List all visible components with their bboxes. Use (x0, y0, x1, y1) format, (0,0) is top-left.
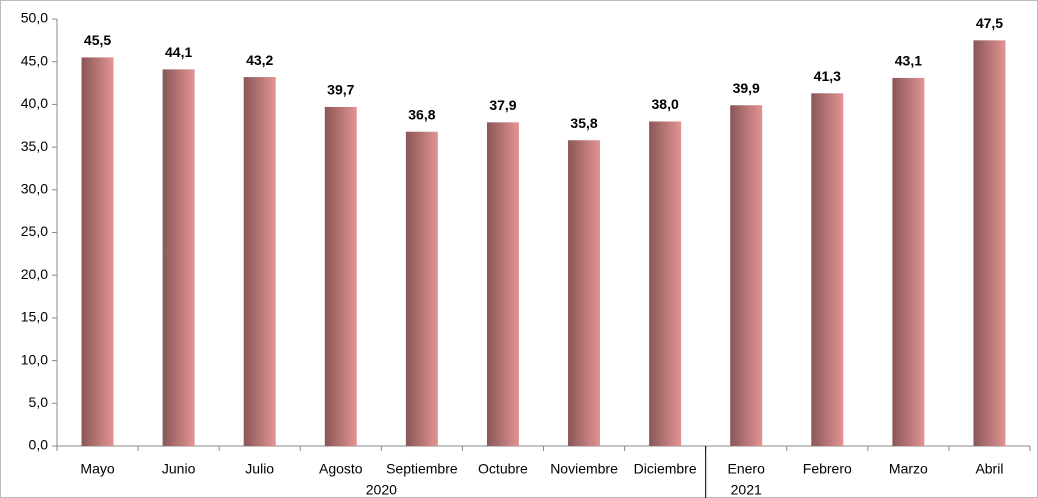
bar (162, 69, 195, 447)
x-tick-label: Julio (245, 461, 274, 477)
x-tick-label: Diciembre (634, 461, 697, 477)
bar (486, 122, 519, 447)
value-label: 37,9 (489, 97, 516, 113)
x-tick-label: Junio (162, 461, 196, 477)
bar (892, 77, 925, 447)
bar (243, 77, 276, 447)
y-tick-label: 15,0 (21, 309, 48, 325)
x-tick-label: Mayo (80, 461, 114, 477)
value-label: 35,8 (570, 115, 597, 131)
x-tick-label: Agosto (319, 461, 363, 477)
value-label: 36,8 (408, 106, 435, 122)
x-tick-label: Septiembre (386, 461, 458, 477)
bar (811, 93, 844, 446)
value-label: 39,7 (327, 82, 354, 98)
y-tick-label: 45,0 (21, 52, 48, 68)
y-tick-label: 5,0 (29, 394, 49, 410)
group-label: 2021 (731, 482, 762, 498)
y-tick-label: 20,0 (21, 266, 48, 282)
y-tick-label: 35,0 (21, 138, 48, 154)
x-tick-label: Abril (975, 461, 1003, 477)
y-tick-label: 50,0 (21, 10, 48, 26)
y-tick-label: 0,0 (29, 437, 49, 453)
y-tick-label: 40,0 (21, 95, 48, 111)
x-tick-label: Enero (728, 461, 766, 477)
x-tick-label: Marzo (889, 461, 928, 477)
bar (730, 105, 763, 446)
value-label: 45,5 (84, 32, 111, 48)
value-label: 47,5 (976, 15, 1003, 31)
bar (324, 106, 357, 446)
value-label: 41,3 (814, 68, 841, 84)
y-tick-label: 30,0 (21, 181, 48, 197)
bar (568, 140, 601, 446)
value-label: 44,1 (165, 44, 192, 60)
y-tick-label: 25,0 (21, 223, 48, 239)
group-label: 2020 (366, 482, 397, 498)
bar (973, 40, 1006, 446)
value-label: 38,0 (652, 96, 679, 112)
bar (405, 131, 438, 446)
bar (649, 121, 682, 446)
value-label: 39,9 (733, 80, 760, 96)
bar (81, 57, 114, 447)
y-tick-label: 10,0 (21, 351, 48, 367)
x-tick-label: Octubre (478, 461, 528, 477)
x-tick-label: Noviembre (550, 461, 618, 477)
value-label: 43,2 (246, 52, 273, 68)
value-label: 43,1 (895, 53, 922, 69)
x-tick-label: Febrero (803, 461, 852, 477)
